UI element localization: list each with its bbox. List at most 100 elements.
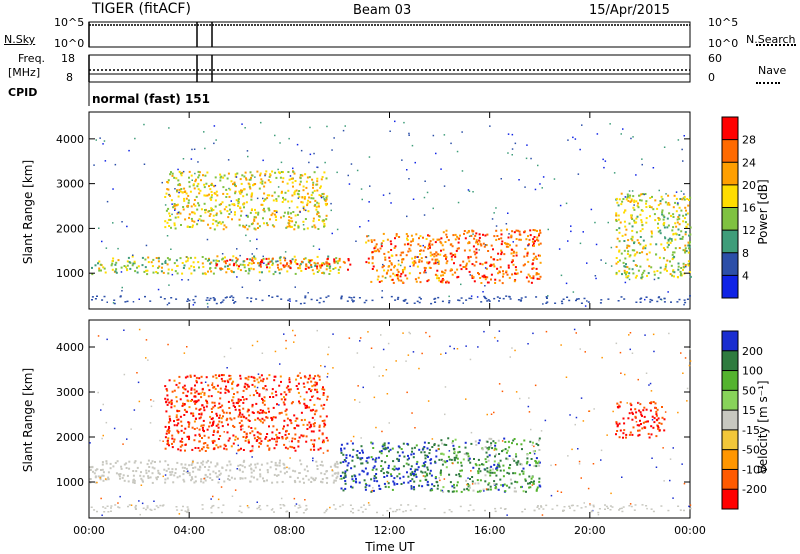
heat-cell [411, 239, 414, 242]
heat-cell [371, 489, 373, 492]
heat-cell [197, 161, 199, 163]
heat-cell [117, 473, 120, 476]
heat-cell [402, 510, 405, 513]
heat-cell [558, 248, 561, 250]
heat-cell [538, 278, 541, 280]
heat-cell [628, 222, 631, 225]
heat-cell [489, 474, 492, 477]
heat-cell [412, 238, 415, 241]
heat-cell [411, 447, 414, 450]
heat-cell [539, 183, 541, 185]
heat-cell [471, 274, 474, 277]
heat-cell [620, 296, 623, 298]
heat-cell [277, 186, 280, 188]
heat-cell [659, 200, 662, 202]
heat-cell [232, 442, 235, 445]
heat-cell [413, 473, 415, 476]
heat-cell [290, 225, 293, 228]
heat-cell [188, 176, 190, 179]
heat-cell [458, 475, 461, 478]
heat-cell [273, 210, 276, 212]
heat-cell [620, 203, 623, 206]
heat-cell [212, 218, 215, 221]
heat-cell [426, 191, 429, 194]
heat-cell [250, 223, 253, 226]
heat-cell [318, 248, 321, 250]
heat-cell [684, 233, 687, 236]
heat-cell [287, 265, 290, 268]
heat-cell [631, 418, 634, 421]
heat-cell [535, 442, 538, 445]
heat-cell [247, 419, 250, 422]
heat-cell [450, 255, 453, 258]
heat-cell [642, 245, 645, 248]
colorbar-segment [722, 207, 738, 231]
heat-cell [538, 449, 541, 451]
heat-cell [512, 458, 515, 461]
heat-cell [638, 429, 641, 432]
heat-cell [538, 439, 541, 442]
heat-cell [458, 473, 461, 476]
heat-cell [307, 478, 310, 481]
heat-cell [386, 480, 389, 483]
heat-cell [287, 388, 290, 391]
heat-cell [469, 504, 472, 506]
heat-cell [488, 437, 491, 440]
heat-cell [390, 473, 392, 476]
heat-cell [413, 486, 415, 489]
heat-cell [183, 387, 185, 390]
heat-cell [214, 388, 217, 390]
heat-cell [475, 260, 478, 263]
heat-cell [212, 434, 215, 436]
heat-cell [378, 487, 381, 490]
heat-cell [655, 413, 658, 416]
heat-cell [491, 471, 494, 474]
heat-cell [630, 214, 633, 217]
heat-cell [315, 409, 318, 412]
heat-cell [440, 237, 443, 240]
heat-cell [192, 211, 195, 214]
heat-cell [237, 415, 240, 418]
heat-cell [529, 234, 532, 237]
heat-cell [347, 462, 350, 465]
heat-cell [625, 436, 627, 439]
heat-cell [274, 390, 277, 393]
heat-cell [370, 280, 373, 283]
heat-cell [219, 210, 222, 213]
heat-cell [496, 469, 499, 472]
heat-cell [624, 281, 627, 284]
heat-cell [381, 290, 383, 292]
heat-cell [630, 237, 633, 240]
heat-cell [455, 456, 458, 459]
heat-cell [210, 190, 213, 193]
heat-cell [504, 490, 507, 493]
heat-cell [207, 446, 210, 449]
heat-cell [308, 161, 310, 164]
heat-cell [513, 459, 516, 462]
heat-cell [406, 277, 409, 280]
heat-cell [213, 299, 216, 302]
heat-cell [689, 196, 692, 199]
heat-cell [395, 467, 398, 470]
heat-cell [412, 351, 415, 353]
heat-cell [495, 207, 497, 209]
heat-cell [280, 380, 282, 383]
heat-cell [298, 190, 301, 192]
colorbar-segment [722, 449, 738, 470]
heat-cell [493, 265, 496, 268]
heat-cell [378, 484, 381, 487]
heat-cell [176, 419, 179, 421]
heat-cell [167, 207, 170, 210]
heat-cell [167, 188, 170, 191]
heat-cell [673, 251, 676, 254]
heat-cell [607, 221, 609, 224]
heat-cell [201, 256, 204, 258]
heat-cell [460, 297, 463, 299]
heat-cell [507, 264, 510, 267]
heat-cell [256, 435, 259, 438]
heat-cell [250, 262, 253, 265]
heat-cell [465, 264, 468, 267]
heat-cell [217, 430, 219, 433]
heat-cell [231, 382, 234, 385]
heat-cell [171, 172, 174, 175]
